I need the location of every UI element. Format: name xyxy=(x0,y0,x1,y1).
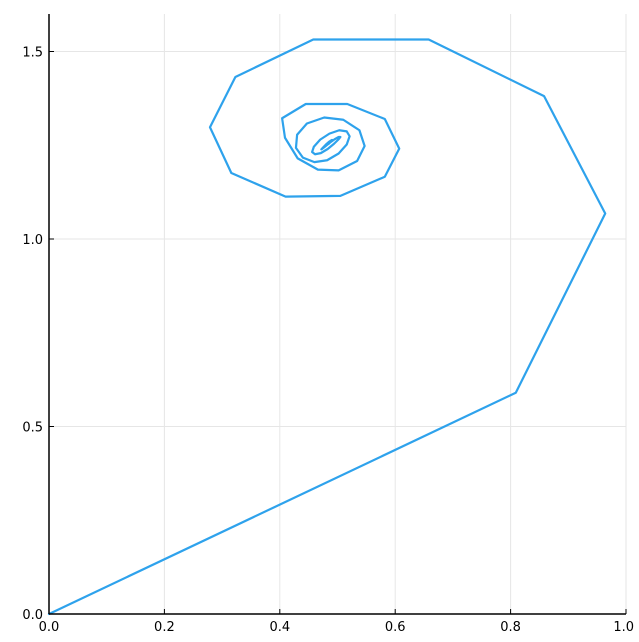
x-tick-label-5: 1.0 xyxy=(613,620,634,635)
x-tick-label-0: 0.0 xyxy=(39,620,60,635)
x-tick-label-4: 0.8 xyxy=(500,620,521,635)
series-line-0 xyxy=(47,38,607,616)
x-tick-label-1: 0.2 xyxy=(154,620,175,635)
y-tick-label-1: 0.5 xyxy=(22,421,43,436)
x-tick-label-2: 0.4 xyxy=(269,620,290,635)
y-tick-label-0: 0.0 xyxy=(22,608,43,623)
axis-layer xyxy=(48,14,627,615)
y-tick-label-2: 1.0 xyxy=(22,233,43,248)
tick-labels: 0.0 0.2 0.4 0.6 0.8 1.0 0.0 0.5 1.0 1.5 xyxy=(22,46,634,636)
x-tick-label-3: 0.6 xyxy=(385,620,406,635)
y-tick-label-3: 1.5 xyxy=(22,46,43,61)
series-layer xyxy=(47,38,607,616)
